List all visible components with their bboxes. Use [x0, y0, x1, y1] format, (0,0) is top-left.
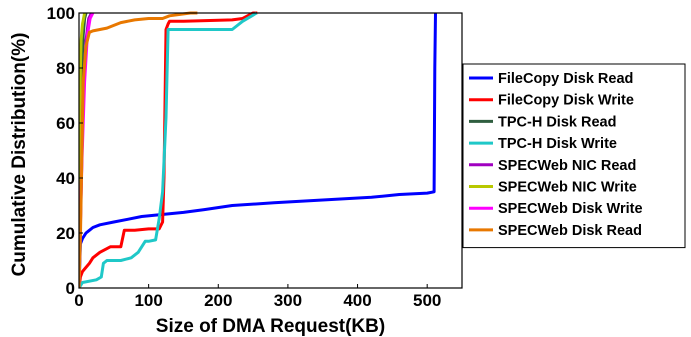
legend-entry-label: SPECWeb Disk Write: [498, 201, 643, 217]
x-tick-label: 200: [204, 291, 232, 310]
y-tick-label: 100: [47, 4, 75, 23]
series-line-filecopy-disk-write: [79, 11, 258, 288]
y-axis-label: Cumulative Distribution(%): [9, 33, 30, 277]
legend-entry-label: FileCopy Disk Read: [498, 71, 633, 87]
legend-entry-label: TPC-H Disk Read: [498, 114, 616, 130]
x-tick-label: 300: [274, 291, 302, 310]
y-tick-label: 60: [56, 114, 75, 133]
plot-frame: [78, 12, 463, 289]
legend-entry-label: FileCopy Disk Write: [498, 93, 634, 109]
legend-entry-label: TPC-H Disk Write: [498, 136, 617, 152]
series-line-filecopy-disk-read: [79, 12, 437, 288]
legend-entry-label: SPECWeb Disk Read: [498, 223, 642, 239]
x-axis-label: Size of DMA Request(KB): [156, 316, 385, 337]
x-tick-label: 0: [74, 291, 83, 310]
legend-entry-label: SPECWeb NIC Write: [498, 180, 637, 196]
y-tick-label: 80: [56, 59, 75, 78]
legend-box: [462, 63, 686, 249]
series-lines-layer: [79, 11, 437, 288]
y-tick-label: 40: [56, 169, 75, 188]
x-tick-label: 400: [343, 291, 371, 310]
series-line-specweb-disk-read: [79, 11, 198, 288]
y-tick-label: 0: [66, 279, 75, 298]
axis-ticks-layer: 0 100 200 300 400 500 0 20 40 60 80 100: [47, 4, 442, 310]
series-line-tpc-h-disk-write: [79, 11, 258, 288]
x-tick-label: 500: [413, 291, 441, 310]
y-tick-label: 20: [56, 224, 75, 243]
legend-entry-label: SPECWeb NIC Read: [498, 158, 636, 174]
x-tick-label: 100: [134, 291, 162, 310]
legend: FileCopy Disk Read FileCopy Disk Write TPC…: [462, 63, 686, 249]
